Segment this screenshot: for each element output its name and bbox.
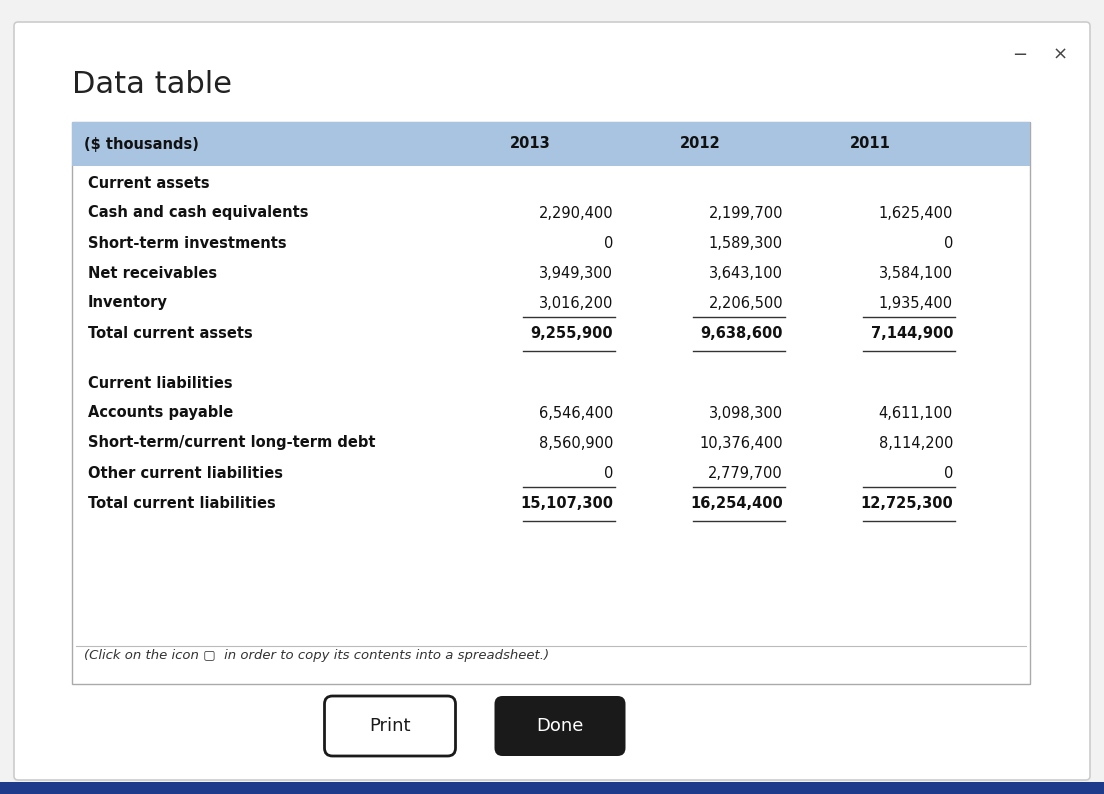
Bar	[72, 122, 1030, 684]
Text: 0: 0	[944, 465, 953, 480]
Text: Done: Done	[537, 717, 584, 735]
Text: 3,584,100: 3,584,100	[879, 265, 953, 280]
Text: 9,255,900: 9,255,900	[530, 326, 613, 341]
Text: 3,016,200: 3,016,200	[539, 295, 613, 310]
FancyBboxPatch shape	[325, 696, 456, 756]
Text: 7,144,900: 7,144,900	[870, 326, 953, 341]
Text: 2013: 2013	[510, 137, 551, 152]
Text: 8,114,200: 8,114,200	[879, 435, 953, 450]
Text: 16,254,400: 16,254,400	[690, 496, 783, 511]
Text: 10,376,400: 10,376,400	[699, 435, 783, 450]
Text: 0: 0	[604, 465, 613, 480]
Text: 3,949,300: 3,949,300	[539, 265, 613, 280]
Text: 12,725,300: 12,725,300	[860, 496, 953, 511]
Text: ×: ×	[1052, 46, 1068, 64]
Text: Print: Print	[369, 717, 411, 735]
Text: 6,546,400: 6,546,400	[539, 406, 613, 421]
Text: Inventory: Inventory	[88, 295, 168, 310]
Text: 4,611,100: 4,611,100	[879, 406, 953, 421]
Text: 2,290,400: 2,290,400	[539, 206, 613, 221]
Text: 8,560,900: 8,560,900	[539, 435, 613, 450]
Text: Total current assets: Total current assets	[88, 326, 253, 341]
Bar	[0, 782, 1104, 794]
Text: Other current liabilities: Other current liabilities	[88, 465, 283, 480]
Text: 2,779,700: 2,779,700	[709, 465, 783, 480]
Text: 0: 0	[944, 236, 953, 250]
Text: 2,206,500: 2,206,500	[709, 295, 783, 310]
Text: Net receivables: Net receivables	[88, 265, 217, 280]
Text: 9,638,600: 9,638,600	[701, 326, 783, 341]
Text: 15,107,300: 15,107,300	[520, 496, 613, 511]
Text: 1,589,300: 1,589,300	[709, 236, 783, 250]
Bar	[72, 122, 1030, 166]
Text: 2011: 2011	[850, 137, 891, 152]
Text: Total current liabilities: Total current liabilities	[88, 496, 276, 511]
Text: 2,199,700: 2,199,700	[709, 206, 783, 221]
Text: 0: 0	[604, 236, 613, 250]
Text: 1,625,400: 1,625,400	[879, 206, 953, 221]
Text: 3,098,300: 3,098,300	[709, 406, 783, 421]
Text: Data table: Data table	[72, 70, 232, 99]
Text: −: −	[1012, 46, 1028, 64]
FancyBboxPatch shape	[495, 696, 626, 756]
Text: Current liabilities: Current liabilities	[88, 376, 233, 391]
FancyBboxPatch shape	[14, 22, 1090, 780]
Text: Current assets: Current assets	[88, 175, 210, 191]
Text: (Click on the icon ▢  in order to copy its contents into a spreadsheet.): (Click on the icon ▢ in order to copy it…	[84, 649, 549, 662]
Text: ($ thousands): ($ thousands)	[84, 137, 199, 152]
Text: Accounts payable: Accounts payable	[88, 406, 233, 421]
Text: Short-term investments: Short-term investments	[88, 236, 287, 250]
Text: 2012: 2012	[680, 137, 721, 152]
Text: 3,643,100: 3,643,100	[709, 265, 783, 280]
Text: 1,935,400: 1,935,400	[879, 295, 953, 310]
Text: Short-term/current long-term debt: Short-term/current long-term debt	[88, 435, 375, 450]
Text: Cash and cash equivalents: Cash and cash equivalents	[88, 206, 308, 221]
